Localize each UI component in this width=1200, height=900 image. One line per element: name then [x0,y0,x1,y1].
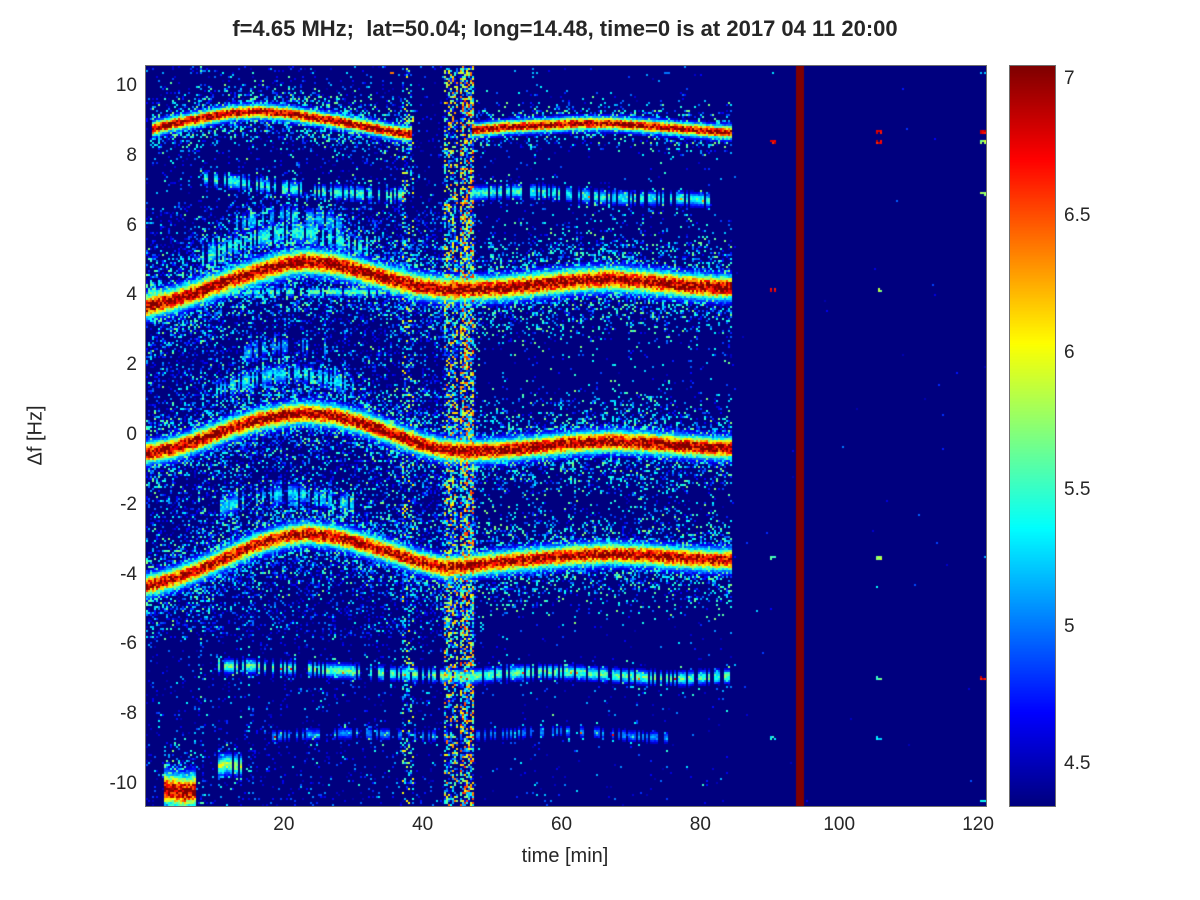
x-tick-label: 120 [962,814,994,835]
x-tick-label: 100 [823,814,856,835]
y-tick-label: -8 [120,703,137,725]
y-tick-label: -6 [120,633,137,655]
plot-area [145,65,987,807]
colorbar [1009,65,1056,807]
colorbar-tick-label: 5.5 [1064,478,1091,500]
y-tick-label: 8 [126,144,137,166]
x-tick-label: 80 [689,814,711,835]
y-tick-label: 6 [126,214,137,236]
x-axis-label: time [min] [521,845,609,867]
y-tick-label: 2 [126,354,137,376]
spectrogram-canvas [146,66,986,806]
colorbar-tick-label: 7 [1064,67,1075,89]
y-tick-label: 0 [126,424,137,445]
y-axis-label: Δf [Hz] [24,405,47,466]
colorbar-tick-label: 4.5 [1064,752,1091,774]
chart-title: f=4.65 MHz; lat=50.04; long=14.48, time=… [232,16,898,41]
y-tick-label: 10 [115,74,137,96]
y-tick-label: -2 [120,493,137,515]
x-tick-label: 60 [550,814,573,835]
colorbar-tick-label: 5 [1064,615,1075,637]
y-tick-label: -10 [109,773,137,795]
colorbar-tick-label: 6.5 [1064,204,1091,226]
colorbar-canvas [1010,66,1055,806]
x-tick-label: 40 [412,814,434,835]
y-tick-label: 4 [126,284,137,306]
x-tick-label: 20 [273,814,295,835]
y-tick-label: -4 [120,563,137,585]
colorbar-tick-label: 6 [1064,341,1075,363]
